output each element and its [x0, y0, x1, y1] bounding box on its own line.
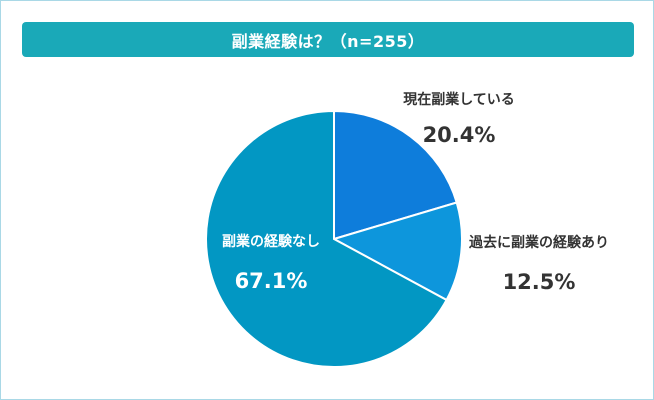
slice-value-current: 20.4% [423, 123, 496, 147]
slice-value-past: 12.5% [503, 270, 576, 294]
chart-title: 副業経験は？（n=255） [231, 31, 425, 51]
pie-slice-past [331, 201, 463, 302]
slice-value-none: 67.1% [235, 269, 308, 293]
pie-slices [205, 109, 463, 368]
slice-label-none: 副業の経験なし [222, 233, 320, 250]
slice-label-current: 現在副業している [403, 91, 515, 108]
slice-label-past: 過去に副業の経験あり [468, 234, 609, 251]
pie-slice-none [205, 109, 448, 368]
pie-slice-current [333, 109, 458, 241]
title-bar: 副業経験は？（n=255） [22, 22, 634, 57]
